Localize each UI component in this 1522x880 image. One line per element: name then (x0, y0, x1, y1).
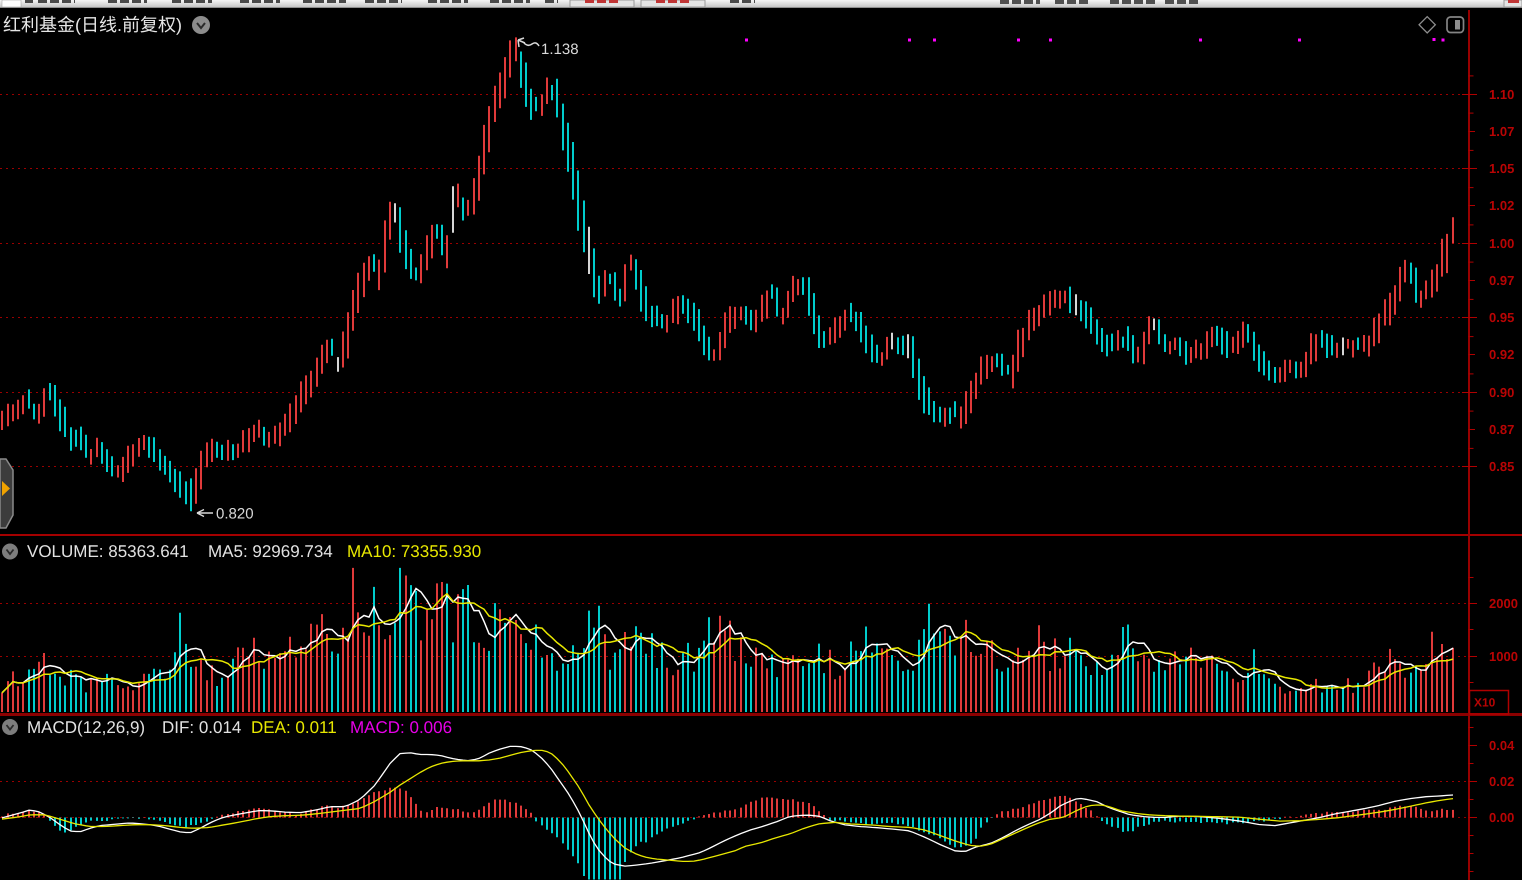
svg-text:0.02: 0.02 (1489, 774, 1514, 789)
svg-text:VOLUME: 85363.641: VOLUME: 85363.641 (27, 542, 189, 561)
svg-text:DEA: 0.011: DEA: 0.011 (251, 718, 337, 737)
svg-text:0.820: 0.820 (216, 506, 254, 523)
svg-text:1.05: 1.05 (1489, 161, 1514, 176)
svg-text:MA5: 92969.734: MA5: 92969.734 (208, 542, 333, 561)
svg-text:0.00: 0.00 (1489, 810, 1514, 825)
svg-text:1.10: 1.10 (1489, 87, 1514, 102)
svg-text:MA10: 73355.930: MA10: 73355.930 (347, 542, 481, 561)
svg-text:0.04: 0.04 (1489, 738, 1515, 753)
svg-text:1.138: 1.138 (541, 41, 579, 58)
svg-text:MACD(12,26,9): MACD(12,26,9) (27, 718, 145, 737)
svg-text:0.97: 0.97 (1489, 273, 1514, 288)
svg-text:0.87: 0.87 (1489, 422, 1514, 437)
svg-text:0.95: 0.95 (1489, 310, 1514, 325)
svg-text:1.00: 1.00 (1489, 236, 1514, 251)
svg-text:DIF: 0.014: DIF: 0.014 (162, 718, 241, 737)
svg-text:红利基金(日线.前复权): 红利基金(日线.前复权) (3, 15, 182, 35)
svg-text:0.92: 0.92 (1489, 347, 1514, 362)
svg-text:0.85: 0.85 (1489, 459, 1514, 474)
svg-text:1.02: 1.02 (1489, 198, 1514, 213)
svg-text:0.90: 0.90 (1489, 385, 1514, 400)
svg-text:MACD: 0.006: MACD: 0.006 (350, 718, 452, 737)
svg-text:X10: X10 (1474, 696, 1496, 710)
svg-text:1.07: 1.07 (1489, 124, 1514, 139)
svg-text:1000: 1000 (1489, 649, 1518, 664)
svg-text:2000: 2000 (1489, 596, 1518, 611)
